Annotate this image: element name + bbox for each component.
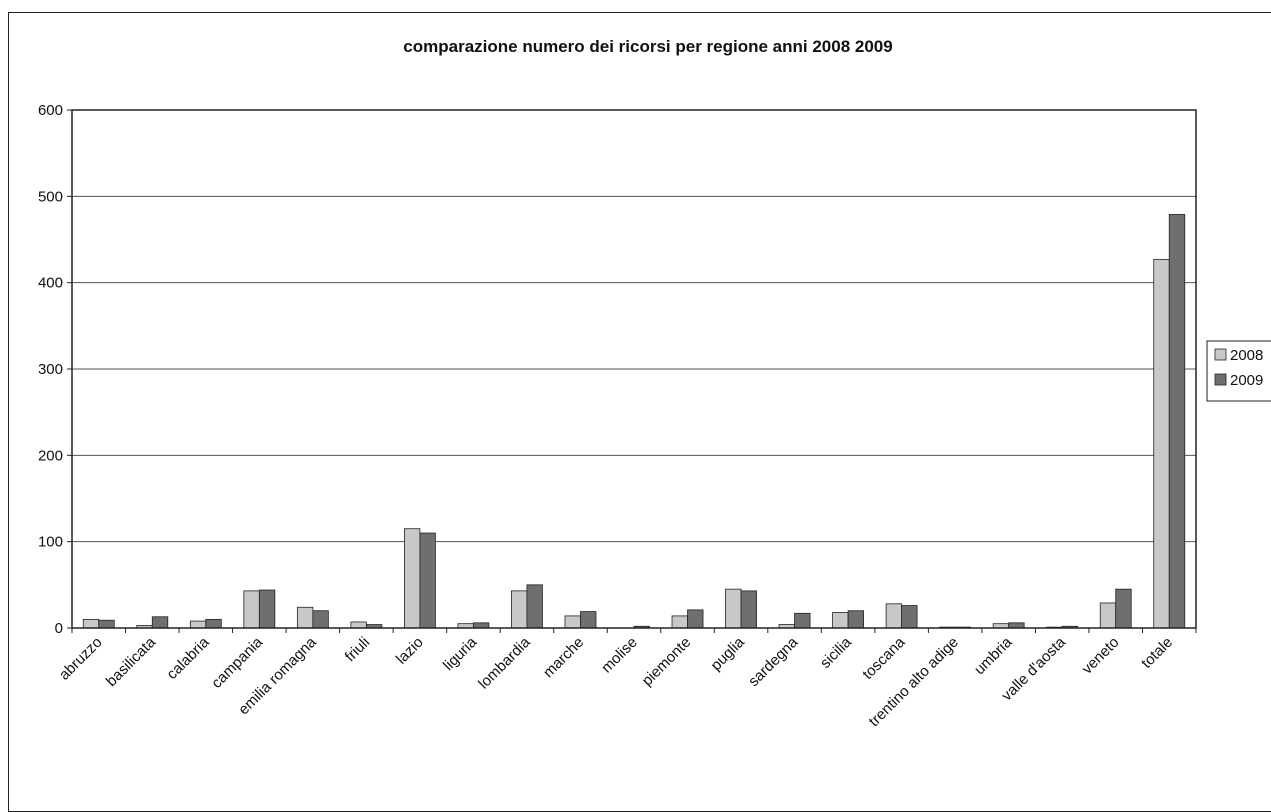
bar-2008-toscana: [885, 603, 903, 629]
x-tick-label: umbria: [971, 633, 1016, 678]
y-axis-ticks: 0 100 200 300 400 500 600: [38, 102, 72, 637]
bar-2008-lombardia: [511, 590, 528, 629]
bar-2008-totale: [1153, 258, 1170, 629]
bar-2008-puglia: [725, 588, 742, 629]
bar-2008-friuli: [350, 621, 367, 629]
bar-2008-abruzzo: [82, 618, 100, 629]
legend-swatch: [1214, 373, 1227, 386]
bar-2009-veneto: [1115, 588, 1132, 629]
y-tick-label: 600: [38, 102, 63, 119]
x-tick-label: molise: [598, 634, 641, 677]
x-tick-label: lombardia: [475, 633, 534, 692]
x-tick-label: abruzzo: [56, 634, 106, 684]
bars: [82, 214, 1186, 629]
x-tick-label: toscana: [859, 633, 909, 683]
x-tick-label: sardegna: [745, 633, 802, 690]
x-tick-label: lazio: [393, 634, 427, 668]
y-tick-label: 300: [38, 361, 63, 378]
y-tick-label: 100: [38, 534, 63, 551]
y-tick-label: 400: [38, 275, 63, 292]
bar-2008-campania: [243, 590, 260, 629]
bar-2009-sicilia: [847, 610, 864, 629]
y-tick-label: 500: [38, 188, 63, 205]
x-tick-label: liguria: [440, 633, 481, 674]
bar-2009-toscana: [901, 605, 918, 629]
bar-2008-sicilia: [832, 612, 849, 629]
bar-2009-emilia-romagna: [312, 610, 329, 629]
bar-2009-lazio: [419, 532, 436, 629]
x-tick-label: friuli: [342, 634, 373, 665]
x-tick-label: calabria: [163, 633, 213, 683]
x-tick-label: veneto: [1079, 634, 1123, 678]
legend-label: 2009: [1230, 372, 1263, 389]
x-tick-label: totale: [1138, 634, 1176, 672]
bar-2009-calabria: [205, 618, 222, 629]
chart-title: comparazione numero dei ricorsi per regi…: [403, 37, 892, 56]
bar-2009-piemonte: [687, 609, 704, 629]
x-tick-label: basilicata: [103, 633, 160, 690]
bar-2009-lombardia: [526, 584, 543, 629]
bar-2009-abruzzo: [98, 619, 115, 629]
x-tick-label: marche: [540, 634, 587, 681]
bar-2009-basilicata: [151, 616, 169, 629]
x-tick-label: puglia: [708, 633, 749, 674]
bar-2009-liguria: [473, 622, 490, 629]
legend-swatch: [1214, 348, 1227, 361]
y-tick-label: 0: [55, 620, 63, 637]
bar-2008-emilia-romagna: [296, 606, 314, 629]
y-tick-label: 200: [38, 447, 63, 464]
x-tick-label: piemonte: [639, 634, 695, 690]
bar-2009-campania: [258, 589, 276, 629]
x-tick-label: sicilia: [817, 633, 855, 671]
bar-2008-lazio: [404, 528, 421, 629]
bar-2009-sardegna: [794, 612, 811, 629]
bar-2009-totale: [1168, 214, 1186, 629]
bar-2008-marche: [564, 615, 581, 629]
bar-2008-calabria: [189, 620, 207, 629]
bar-2009-puglia: [740, 590, 757, 629]
bar-2009-marche: [580, 611, 597, 629]
bar-2009-umbria: [1008, 622, 1025, 629]
bar-2008-piemonte: [671, 615, 688, 629]
grid-lines: [72, 195, 1196, 543]
bar-2008-veneto: [1099, 602, 1117, 629]
x-tick-label: trentino alto adige: [866, 634, 962, 730]
legend-label: 2008: [1230, 347, 1263, 364]
legend: 2008 2009: [1206, 340, 1271, 402]
